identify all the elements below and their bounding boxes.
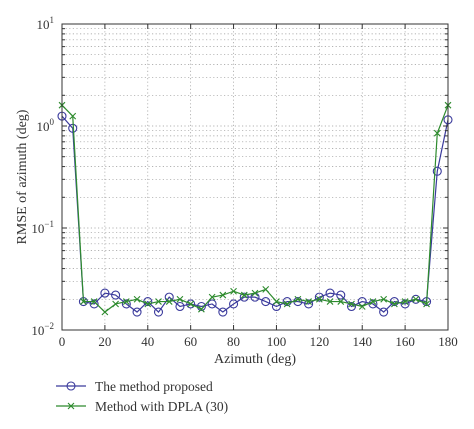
x-tick-label: 60 xyxy=(184,334,197,349)
x-tick-label: 180 xyxy=(438,334,458,349)
data-point-circle xyxy=(196,301,206,312)
data-point-circle xyxy=(432,166,442,176)
data-point-circle xyxy=(357,297,367,307)
data-point-circle xyxy=(186,299,196,309)
data-point-circle xyxy=(111,290,121,300)
data-point-circle xyxy=(261,297,271,307)
data-point-x xyxy=(315,295,323,303)
data-point-x xyxy=(401,298,409,305)
data-point-circle xyxy=(239,292,249,302)
data-point-x xyxy=(80,298,87,305)
series-layer xyxy=(57,101,453,317)
data-point-x xyxy=(240,291,248,299)
data-point-circle xyxy=(379,307,389,317)
data-point-circle xyxy=(411,294,421,304)
y-axis-label: RMSE of azimuth (deg) xyxy=(15,109,30,244)
legend-marker-x xyxy=(67,402,75,410)
data-point-x xyxy=(412,295,420,303)
data-point-x xyxy=(155,298,162,305)
legend-label-proposed: The method proposed xyxy=(95,379,213,394)
y-tick-label: 10−1 xyxy=(31,219,54,236)
data-point-x xyxy=(112,300,119,308)
x-tick-label: 160 xyxy=(395,334,415,349)
data-point-circle xyxy=(89,299,99,309)
plot-frame xyxy=(61,23,449,331)
data-point-circle xyxy=(175,301,185,312)
data-point-x xyxy=(144,300,152,308)
data-point-x xyxy=(423,300,430,308)
data-point-circle xyxy=(346,301,357,312)
data-point-x xyxy=(133,295,141,303)
data-point-circle xyxy=(314,292,324,302)
data-point-circle xyxy=(400,299,410,309)
x-tick-label: 20 xyxy=(98,334,111,349)
data-point-x xyxy=(176,295,184,303)
data-point-circle xyxy=(336,290,346,300)
y-tick-label: 101 xyxy=(37,15,55,32)
data-point-circle xyxy=(207,299,217,309)
data-point-x xyxy=(294,295,302,303)
data-point-x xyxy=(187,300,195,308)
legend-marker-circle xyxy=(66,381,76,391)
x-axis-label: Azimuth (deg) xyxy=(214,352,296,367)
data-point-x xyxy=(283,300,291,308)
data-point-x xyxy=(198,305,205,313)
series-line-0 xyxy=(61,115,449,313)
grid-lines xyxy=(62,24,448,330)
x-tick-label: 140 xyxy=(352,334,372,349)
data-point-circle xyxy=(121,299,131,309)
data-point-x xyxy=(90,298,98,305)
data-point-x xyxy=(348,300,355,308)
legend-item-proposed: The method proposed xyxy=(56,379,213,394)
data-point-x xyxy=(326,298,334,305)
data-point-x xyxy=(262,286,270,293)
legend: The method proposed Method with DPLA (30… xyxy=(56,379,228,414)
data-point-x xyxy=(391,300,398,308)
data-point-circle xyxy=(271,301,281,312)
x-tick-label: 40 xyxy=(141,334,154,349)
data-point-circle xyxy=(153,307,164,317)
data-point-circle xyxy=(304,299,314,309)
x-tick-label: 80 xyxy=(227,334,240,349)
data-point-circle xyxy=(325,288,335,298)
data-point-x xyxy=(305,298,312,305)
data-point-x xyxy=(219,291,227,299)
x-tick-label: 100 xyxy=(267,334,287,349)
data-point-x xyxy=(337,298,345,305)
x-tick-label: 0 xyxy=(59,334,66,349)
data-point-x xyxy=(273,298,280,305)
data-point-x xyxy=(369,298,377,305)
legend-label-dpla: Method with DPLA (30) xyxy=(95,399,228,414)
y-tick-label: 100 xyxy=(37,117,55,134)
data-point-x xyxy=(69,112,77,120)
data-point-x xyxy=(358,303,366,310)
data-point-x xyxy=(101,308,109,316)
legend-item-dpla: Method with DPLA (30) xyxy=(56,399,228,414)
axis-ticks: 0 20 40 60 80 100 120 140 160 180 10−2 10−1 100 101 xyxy=(31,15,457,349)
y-tick-label: 10−2 xyxy=(31,321,54,338)
data-point-x xyxy=(122,298,130,305)
data-point-circle xyxy=(100,288,110,298)
data-point-x xyxy=(230,287,237,295)
data-point-x xyxy=(380,295,388,303)
x-tick-label: 120 xyxy=(310,334,330,349)
data-point-circle xyxy=(229,299,239,309)
data-point-circle xyxy=(132,307,142,317)
data-point-x xyxy=(433,129,441,137)
data-point-circle xyxy=(218,307,228,317)
data-point-x xyxy=(165,298,173,305)
data-point-x xyxy=(208,293,216,301)
data-point-x xyxy=(251,289,259,297)
